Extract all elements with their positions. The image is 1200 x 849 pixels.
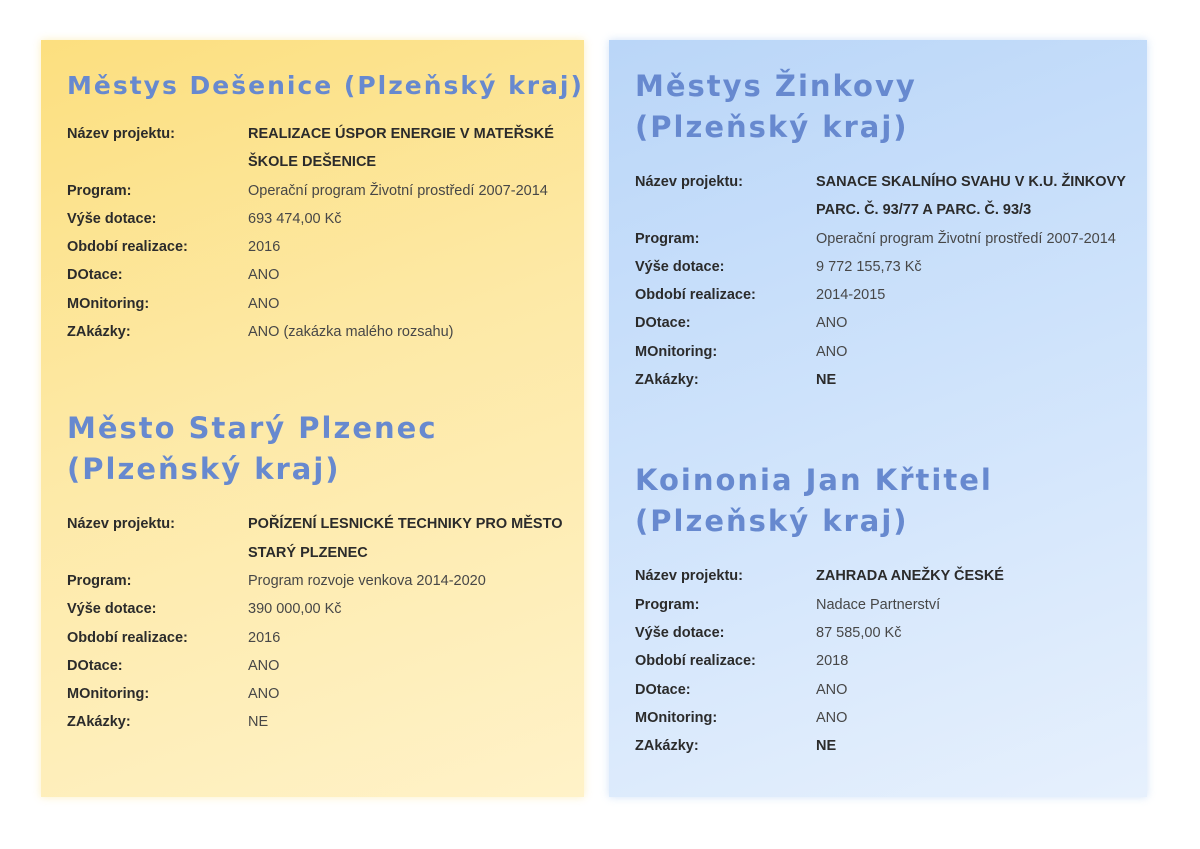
dotace-value: ANO [248, 267, 280, 284]
dotace-label: DOtace: [635, 315, 691, 332]
row-period: Období realizace: 2014-2015 [635, 281, 1147, 309]
program-value: Operační program Životní prostředí 2007-… [248, 182, 548, 199]
entry-desenice: Městys Dešenice (Plzeňský kraj) Název pr… [67, 66, 584, 346]
monitoring-value: ANO [248, 686, 280, 703]
program-label: Program: [635, 596, 700, 613]
amount-value: 693 474,00 Kč [248, 210, 342, 227]
dotace-value: ANO [248, 657, 280, 674]
left-panel: Městys Dešenice (Plzeňský kraj) Název pr… [41, 40, 584, 797]
period-value: 2016 [248, 629, 281, 646]
period-label: Období realizace: [67, 629, 188, 646]
zakazky-label: ZAkázky: [635, 372, 699, 389]
zakazky-label: ZAkázky: [67, 714, 131, 731]
program-value: Operační program Životní prostředí 2007-… [816, 230, 1116, 247]
entry-zinkovy: Městys Žinkovy (Plzeňský kraj) Název pro… [635, 66, 1147, 394]
program-value: Program rozvoje venkova 2014-2020 [248, 572, 486, 589]
row-amount: Výše dotace: 9 772 155,73 Kč [635, 253, 1147, 281]
row-monitoring: MOnitoring: ANO [67, 680, 584, 708]
row-dotace: DOtace: ANO [67, 261, 584, 289]
row-zakazky: ZAkázky: NE [635, 732, 1147, 760]
zakazky-label: ZAkázky: [67, 324, 131, 341]
row-zakazky: ZAkázky: ANO (zakázka malého rozsahu) [67, 318, 584, 346]
period-value: 2014-2015 [816, 287, 886, 304]
entry-stary-plzenec: Město Starý Plzenec (Plzeňský kraj) Náze… [67, 408, 584, 736]
amount-value: 9 772 155,73 Kč [816, 258, 922, 275]
zakazky-value: NE [248, 714, 269, 731]
row-amount: Výše dotace: 693 474,00 Kč [67, 205, 584, 233]
entry-koinonia: Koinonia Jan Křtitel (Plzeňský kraj) Náz… [635, 460, 1147, 760]
period-value: 2018 [816, 653, 849, 670]
monitoring-label: MOnitoring: [67, 686, 150, 703]
row-project: Název projektu: POŘÍZENÍ LESNICKÉ TECHNI… [67, 510, 584, 567]
amount-value: 87 585,00 Kč [816, 624, 902, 641]
row-project: Název projektu: ZAHRADA ANEŽKY ČESKÉ [635, 562, 1147, 590]
entry-details: Název projektu: ZAHRADA ANEŽKY ČESKÉ Pro… [635, 562, 1147, 760]
row-amount: Výše dotace: 87 585,00 Kč [635, 619, 1147, 647]
row-project: Název projektu: SANACE SKALNÍHO SVAHU V … [635, 168, 1147, 225]
zakazky-value: NE [816, 738, 837, 755]
row-dotace: DOtace: ANO [635, 309, 1147, 337]
dotace-label: DOtace: [67, 657, 123, 674]
period-label: Období realizace: [67, 239, 188, 256]
row-zakazky: ZAkázky: NE [635, 366, 1147, 394]
row-project: Název projektu: REALIZACE ÚSPOR ENERGIE … [67, 120, 584, 177]
row-monitoring: MOnitoring: ANO [67, 290, 584, 318]
dotace-value: ANO [816, 315, 848, 332]
zakazky-label: ZAkázky: [635, 738, 699, 755]
zakazky-value: NE [816, 372, 837, 389]
amount-label: Výše dotace: [67, 601, 157, 618]
amount-label: Výše dotace: [635, 624, 725, 641]
row-zakazky: ZAkázky: NE [67, 708, 584, 736]
entry-details: Název projektu: POŘÍZENÍ LESNICKÉ TECHNI… [67, 510, 584, 736]
project-value: SANACE SKALNÍHO SVAHU V K.U. ŽINKOVY PAR… [816, 174, 1126, 219]
monitoring-value: ANO [248, 295, 280, 312]
period-label: Období realizace: [635, 653, 756, 670]
project-value: POŘÍZENÍ LESNICKÉ TECHNIKY PRO MĚSTO STA… [248, 516, 563, 561]
dotace-label: DOtace: [67, 267, 123, 284]
entry-title: Městys Dešenice (Plzeňský kraj) [67, 71, 584, 100]
project-label: Název projektu: [635, 568, 743, 585]
amount-label: Výše dotace: [67, 210, 157, 227]
period-value: 2016 [248, 239, 281, 256]
entry-title: Městys Žinkovy (Plzeňský kraj) [635, 69, 917, 144]
row-dotace: DOtace: ANO [67, 652, 584, 680]
program-label: Program: [67, 182, 132, 199]
monitoring-label: MOnitoring: [635, 343, 718, 360]
monitoring-value: ANO [816, 343, 848, 360]
dotace-value: ANO [816, 681, 848, 698]
entry-title: Město Starý Plzenec (Plzeňský kraj) [67, 411, 438, 487]
project-value: ZAHRADA ANEŽKY ČESKÉ [816, 568, 1004, 585]
row-period: Období realizace: 2016 [67, 233, 584, 261]
project-label: Název projektu: [67, 516, 175, 533]
amount-label: Výše dotace: [635, 258, 725, 275]
project-value: REALIZACE ÚSPOR ENERGIE V MATEŘSKÉ ŠKOLE… [248, 126, 554, 171]
project-label: Název projektu: [635, 174, 743, 190]
entry-details: Název projektu: SANACE SKALNÍHO SVAHU V … [635, 168, 1147, 394]
dotace-label: DOtace: [635, 681, 691, 698]
entry-title: Koinonia Jan Křtitel (Plzeňský kraj) [635, 463, 993, 539]
zakazky-value: ANO (zakázka malého rozsahu) [248, 324, 454, 341]
row-program: Program: Operační program Životní prostř… [67, 177, 584, 205]
project-label: Název projektu: [67, 126, 175, 142]
row-period: Období realizace: 2018 [635, 647, 1147, 675]
row-program: Program: Program rozvoje venkova 2014-20… [67, 567, 584, 595]
program-label: Program: [635, 230, 700, 247]
period-label: Období realizace: [635, 287, 756, 304]
row-monitoring: MOnitoring: ANO [635, 338, 1147, 366]
amount-value: 390 000,00 Kč [248, 601, 342, 618]
row-amount: Výše dotace: 390 000,00 Kč [67, 595, 584, 623]
row-dotace: DOtace: ANO [635, 676, 1147, 704]
program-label: Program: [67, 572, 132, 589]
row-period: Období realizace: 2016 [67, 624, 584, 652]
row-program: Program: Operační program Životní prostř… [635, 225, 1147, 253]
row-monitoring: MOnitoring: ANO [635, 704, 1147, 732]
monitoring-label: MOnitoring: [635, 709, 718, 726]
entry-details: Název projektu: REALIZACE ÚSPOR ENERGIE … [67, 120, 584, 346]
row-program: Program: Nadace Partnerství [635, 591, 1147, 619]
monitoring-label: MOnitoring: [67, 295, 150, 312]
monitoring-value: ANO [816, 709, 848, 726]
right-panel: Městys Žinkovy (Plzeňský kraj) Název pro… [609, 40, 1147, 797]
program-value: Nadace Partnerství [816, 596, 941, 613]
